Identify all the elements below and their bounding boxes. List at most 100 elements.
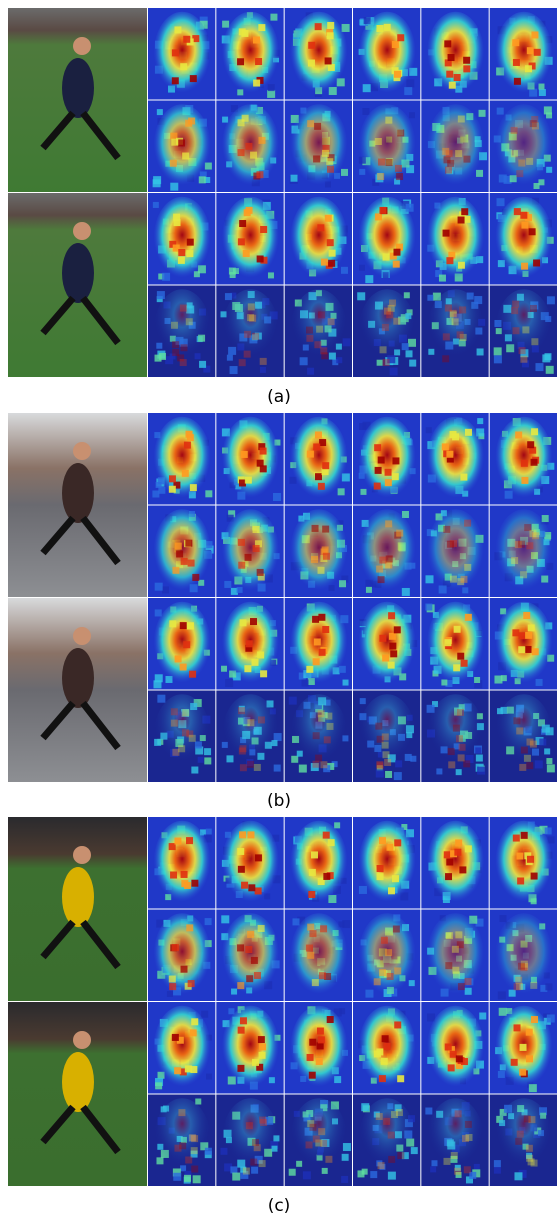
heatmap-pixel [188, 118, 195, 125]
heatmap-blob [153, 417, 210, 502]
heatmap-pixel [359, 265, 365, 271]
heatmap-blob [495, 1098, 552, 1183]
heatmap-pixel [521, 460, 528, 467]
heatmap-pixel [334, 822, 340, 828]
heatmap-pixel [393, 318, 400, 325]
heatmap-pixel [388, 1132, 395, 1139]
heatmap-pixel [169, 976, 176, 983]
heatmap-pixel [453, 725, 460, 732]
heatmap-pixel [379, 557, 386, 564]
heatmap-pixel [374, 483, 381, 490]
heatmap-pixel [379, 837, 386, 844]
heatmap-pixel [455, 1110, 462, 1117]
heatmap-pixel [325, 57, 332, 64]
heatmap-pixel [225, 679, 233, 687]
heatmap-blob [427, 417, 484, 502]
heatmap-pixel [238, 539, 245, 546]
person [62, 58, 94, 118]
heatmap-pixel [409, 360, 416, 367]
heatmap-pixel [446, 71, 453, 78]
heatmap-pixel [524, 524, 531, 531]
heatmap-pixel [376, 761, 383, 768]
heatmap-pixel [511, 127, 518, 134]
heatmap-pixel [383, 254, 390, 261]
heatmap-pixel [306, 335, 313, 342]
heatmap-pixel [528, 1158, 535, 1165]
heatmap-pixel [388, 887, 395, 894]
heatmap-pixel [444, 156, 451, 163]
heatmap-pixel [394, 1021, 401, 1028]
heatmap-pixel [526, 1145, 533, 1152]
heatmap-pixel [191, 1147, 198, 1154]
heatmap-pixel [322, 526, 329, 533]
heatmap-pixel [527, 441, 534, 448]
heatmap-pixel [376, 566, 383, 573]
heatmap-pixel [180, 359, 187, 366]
heatmap-pixel [171, 720, 178, 727]
heatmap-pixel [455, 931, 462, 938]
heatmap-pixel [239, 220, 246, 227]
heatmap-pixel [526, 1029, 533, 1036]
heatmap-pixel [448, 748, 455, 755]
heatmap-pixel [225, 293, 232, 300]
heatmap-pixel [463, 65, 470, 72]
heatmap-pixel [318, 614, 325, 621]
heatmap-pixel [445, 962, 452, 969]
heatmap-pixel [318, 567, 325, 574]
heatmap-blob [153, 1006, 210, 1091]
heatmap-pixel [155, 609, 162, 616]
heatmap-pixel [394, 71, 401, 78]
heatmap-pixel [360, 698, 366, 704]
heatmap-pixel [307, 924, 314, 931]
heatmap-pixel [327, 22, 334, 29]
heatmap-pixel [152, 491, 159, 498]
heatmap-pixel [182, 153, 189, 160]
heatmap-pixel [386, 159, 393, 166]
heatmap-pixel [518, 646, 525, 653]
heatmap-pixel [360, 489, 366, 495]
heatmap-pixel [376, 1048, 383, 1055]
heatmap-pixel [452, 946, 459, 953]
heatmap-pixel [322, 150, 329, 157]
heatmap-pixel [497, 198, 505, 206]
heatmap-blob [427, 1006, 484, 1091]
heatmap-pixel [201, 1011, 208, 1018]
heatmap-pixel [172, 944, 179, 951]
heatmap-pixel [188, 980, 195, 987]
heatmap-pixel [184, 882, 191, 889]
heatmap-pixel [389, 300, 396, 307]
heatmap-pixel [454, 626, 461, 633]
heatmap-pixel [327, 239, 334, 246]
heatmap-pixel [317, 1028, 324, 1035]
heatmap-pixel [237, 1065, 244, 1072]
heatmap-pixel [189, 671, 196, 678]
heatmap-pixel [169, 983, 176, 990]
heatmap-pixel [382, 751, 389, 758]
heatmap-pixel [313, 1135, 320, 1142]
heatmap-pixel [190, 1066, 197, 1073]
heatmap-pixel [461, 660, 468, 667]
heatmap-pixel [449, 82, 456, 89]
heatmap-pixel [237, 982, 244, 989]
heatmap-pixel [511, 1059, 518, 1066]
heatmap-pixel [530, 305, 537, 312]
heatmap-pixel [320, 761, 327, 768]
heatmap-pixel [247, 761, 254, 768]
heatmap-pixel [257, 255, 264, 262]
heatmap-pixel [155, 583, 163, 591]
heatmap-pixel [512, 327, 519, 334]
heatmap-pixel [514, 983, 521, 990]
heatmap-pixel [172, 77, 179, 84]
person [73, 1031, 91, 1049]
heatmap-pixel [250, 1159, 257, 1166]
heatmap-pixel [448, 54, 455, 61]
heatmap-pixel [291, 175, 298, 182]
heatmap-pixel [465, 429, 472, 436]
heatmap-pixel [239, 359, 246, 366]
heatmap-pixel [257, 569, 264, 576]
heatmap-pixel [512, 39, 519, 46]
heatmap-pixel [248, 303, 255, 310]
heatmap-pixel [179, 1142, 186, 1149]
heatmap-pixel [312, 979, 319, 986]
heatmap-pixel [258, 24, 265, 31]
